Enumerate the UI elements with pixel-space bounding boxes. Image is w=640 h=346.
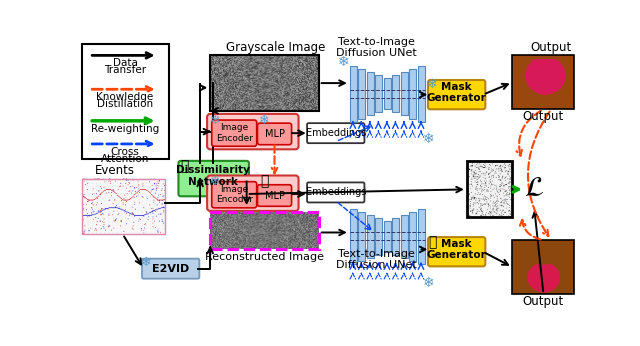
FancyBboxPatch shape [257,185,292,206]
Bar [418,66,425,121]
Text: Output: Output [531,41,572,54]
Bar [367,215,374,258]
FancyBboxPatch shape [207,114,298,149]
Text: MLP: MLP [264,129,285,139]
Bar [513,240,575,294]
Bar [210,212,319,249]
Text: 🔥: 🔥 [180,159,189,173]
Text: Reconstructed Image: Reconstructed Image [205,252,324,262]
Text: Mask
Generator: Mask Generator [427,239,486,260]
Bar [349,66,356,121]
Bar [410,212,417,261]
FancyBboxPatch shape [179,161,249,196]
Text: MLP: MLP [264,191,285,201]
Text: Cross: Cross [111,147,140,157]
Bar [384,79,391,109]
FancyBboxPatch shape [307,123,364,143]
Bar [349,209,356,264]
Text: $\mathcal{L}$: $\mathcal{L}$ [524,174,544,202]
Bar [358,212,365,261]
Bar [384,221,391,252]
Text: ❄: ❄ [423,132,435,146]
Text: ❄: ❄ [338,55,349,69]
Bar [83,44,169,159]
Text: Output: Output [523,295,564,308]
Bar [358,69,365,119]
Text: Grayscale Image: Grayscale Image [226,41,325,54]
Text: Image
Encoder: Image Encoder [216,124,253,143]
Text: Mask
Generator: Mask Generator [427,82,486,103]
Bar [401,72,408,116]
Text: Attention: Attention [100,154,149,164]
Bar [375,75,382,112]
Text: Output: Output [523,110,564,124]
Bar [513,55,575,109]
Text: Events: Events [95,164,135,177]
FancyBboxPatch shape [212,182,257,208]
Bar [410,69,417,119]
Text: Image
Encoder: Image Encoder [216,185,253,204]
FancyBboxPatch shape [257,123,292,145]
FancyBboxPatch shape [428,80,485,109]
Text: Distillation: Distillation [97,99,153,109]
FancyBboxPatch shape [212,120,257,146]
Text: Embeddings: Embeddings [305,128,366,138]
Text: Knowledge: Knowledge [97,92,154,102]
FancyBboxPatch shape [428,237,485,266]
Text: E2VID: E2VID [152,264,189,274]
Bar [375,218,382,255]
Text: 🔥: 🔥 [428,235,437,249]
Text: ❄: ❄ [259,113,269,127]
Text: ❄: ❄ [423,276,435,290]
Bar [418,209,425,264]
Text: ❄: ❄ [211,175,221,188]
Text: Text-to-Image
Diffusion UNet: Text-to-Image Diffusion UNet [335,249,417,270]
Bar [401,215,408,258]
Text: Data: Data [113,58,138,68]
Text: Re-weighting: Re-weighting [91,124,159,134]
Text: 🔥: 🔥 [260,175,269,189]
FancyBboxPatch shape [207,175,298,211]
Text: Embeddings: Embeddings [305,188,366,198]
Text: Transfer: Transfer [104,65,146,75]
Text: Text-to-Image
Diffusion UNet: Text-to-Image Diffusion UNet [335,37,417,58]
Text: ❄: ❄ [141,256,151,269]
Bar [392,75,399,112]
Text: ❄: ❄ [428,78,438,91]
Bar [367,72,374,116]
Bar [210,55,319,111]
Bar [467,161,513,217]
Text: ❄: ❄ [211,113,221,127]
Bar [392,218,399,255]
Bar [83,179,165,234]
Text: Dissimilarity
Network: Dissimilarity Network [177,165,250,187]
FancyBboxPatch shape [307,182,364,202]
FancyBboxPatch shape [142,259,199,279]
